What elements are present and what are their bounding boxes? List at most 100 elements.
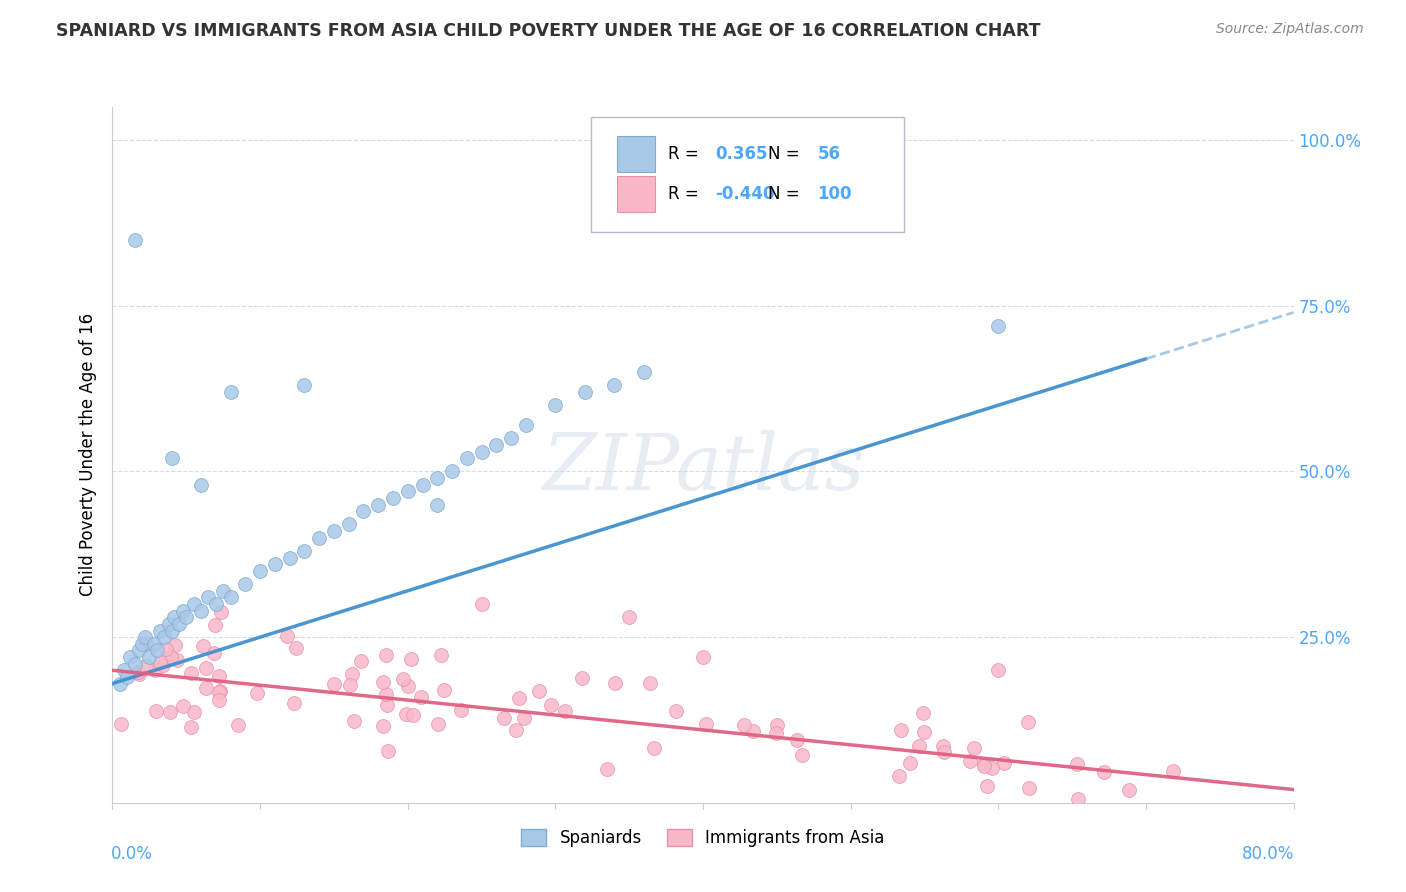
Point <box>195 661 218 675</box>
Point <box>1018 780 1040 795</box>
Point <box>485 438 508 452</box>
Point <box>124 233 146 247</box>
Point <box>976 779 998 793</box>
Point <box>190 477 212 491</box>
Point <box>963 740 986 755</box>
Point <box>505 723 527 738</box>
Point <box>596 762 619 776</box>
Point <box>342 667 364 681</box>
Point <box>450 703 472 717</box>
Point <box>907 739 929 753</box>
Point <box>1161 764 1184 779</box>
Point <box>898 756 921 771</box>
Point <box>665 704 688 718</box>
Point <box>131 637 153 651</box>
Point <box>441 465 464 479</box>
Point <box>792 747 814 762</box>
Point <box>226 718 249 732</box>
Point <box>163 638 186 652</box>
Point <box>172 604 194 618</box>
Point <box>515 418 537 433</box>
Point <box>323 676 346 690</box>
Point <box>544 398 567 412</box>
Point <box>208 669 231 683</box>
Point <box>619 610 641 624</box>
Point <box>128 643 150 657</box>
Point <box>159 705 181 719</box>
Point <box>643 740 665 755</box>
Point <box>292 378 315 392</box>
Point <box>323 524 346 538</box>
Point <box>981 760 1004 774</box>
Text: Source: ZipAtlas.com: Source: ZipAtlas.com <box>1216 22 1364 37</box>
Point <box>554 705 576 719</box>
Point <box>172 699 194 714</box>
Point <box>152 658 174 673</box>
Point <box>153 630 176 644</box>
FancyBboxPatch shape <box>617 136 655 172</box>
Point <box>352 504 374 518</box>
Point <box>527 683 550 698</box>
Legend: Spaniards, Immigrants from Asia: Spaniards, Immigrants from Asia <box>515 822 891 854</box>
Point <box>343 714 366 728</box>
Text: ZIPatlas: ZIPatlas <box>541 431 865 507</box>
Point <box>987 318 1010 333</box>
Point <box>382 491 405 505</box>
Point <box>603 676 626 690</box>
Point <box>208 685 231 699</box>
Point <box>143 663 166 677</box>
Point <box>264 558 287 572</box>
Point <box>117 670 138 684</box>
Point <box>1066 756 1088 771</box>
Point <box>987 663 1010 677</box>
Text: N =: N = <box>768 185 804 203</box>
Point <box>276 629 298 643</box>
Point <box>373 675 395 690</box>
Point <box>890 723 912 738</box>
Point <box>204 618 226 632</box>
Point <box>371 719 394 733</box>
Point <box>209 684 232 698</box>
Point <box>233 577 256 591</box>
Point <box>350 654 373 668</box>
Text: N =: N = <box>768 145 804 162</box>
Point <box>155 641 177 656</box>
Point <box>470 597 494 611</box>
Point <box>160 650 183 665</box>
Point <box>209 605 232 619</box>
Point <box>695 717 717 731</box>
Point <box>120 650 142 665</box>
Point <box>765 726 787 740</box>
Point <box>246 686 269 700</box>
Point <box>142 637 165 651</box>
Point <box>427 717 450 731</box>
Point <box>249 564 271 578</box>
Point <box>640 676 662 690</box>
Point <box>932 739 955 753</box>
Point <box>212 583 235 598</box>
Point <box>411 477 433 491</box>
Point <box>374 687 396 701</box>
Text: 0.0%: 0.0% <box>111 845 153 863</box>
Point <box>973 756 995 771</box>
FancyBboxPatch shape <box>591 118 904 232</box>
Point <box>337 517 360 532</box>
Point <box>208 693 231 707</box>
Point <box>470 444 494 458</box>
Point <box>339 678 361 692</box>
Point <box>128 666 150 681</box>
Point <box>733 717 755 731</box>
Point <box>127 665 149 679</box>
Point <box>402 707 425 722</box>
Point <box>174 610 197 624</box>
Point <box>183 705 205 719</box>
Point <box>540 698 562 712</box>
Text: R =: R = <box>668 185 703 203</box>
Point <box>146 643 169 657</box>
Point <box>395 706 418 721</box>
Point <box>166 653 188 667</box>
Point <box>513 711 536 725</box>
Point <box>409 690 432 705</box>
Point <box>219 384 242 399</box>
Point <box>197 591 219 605</box>
